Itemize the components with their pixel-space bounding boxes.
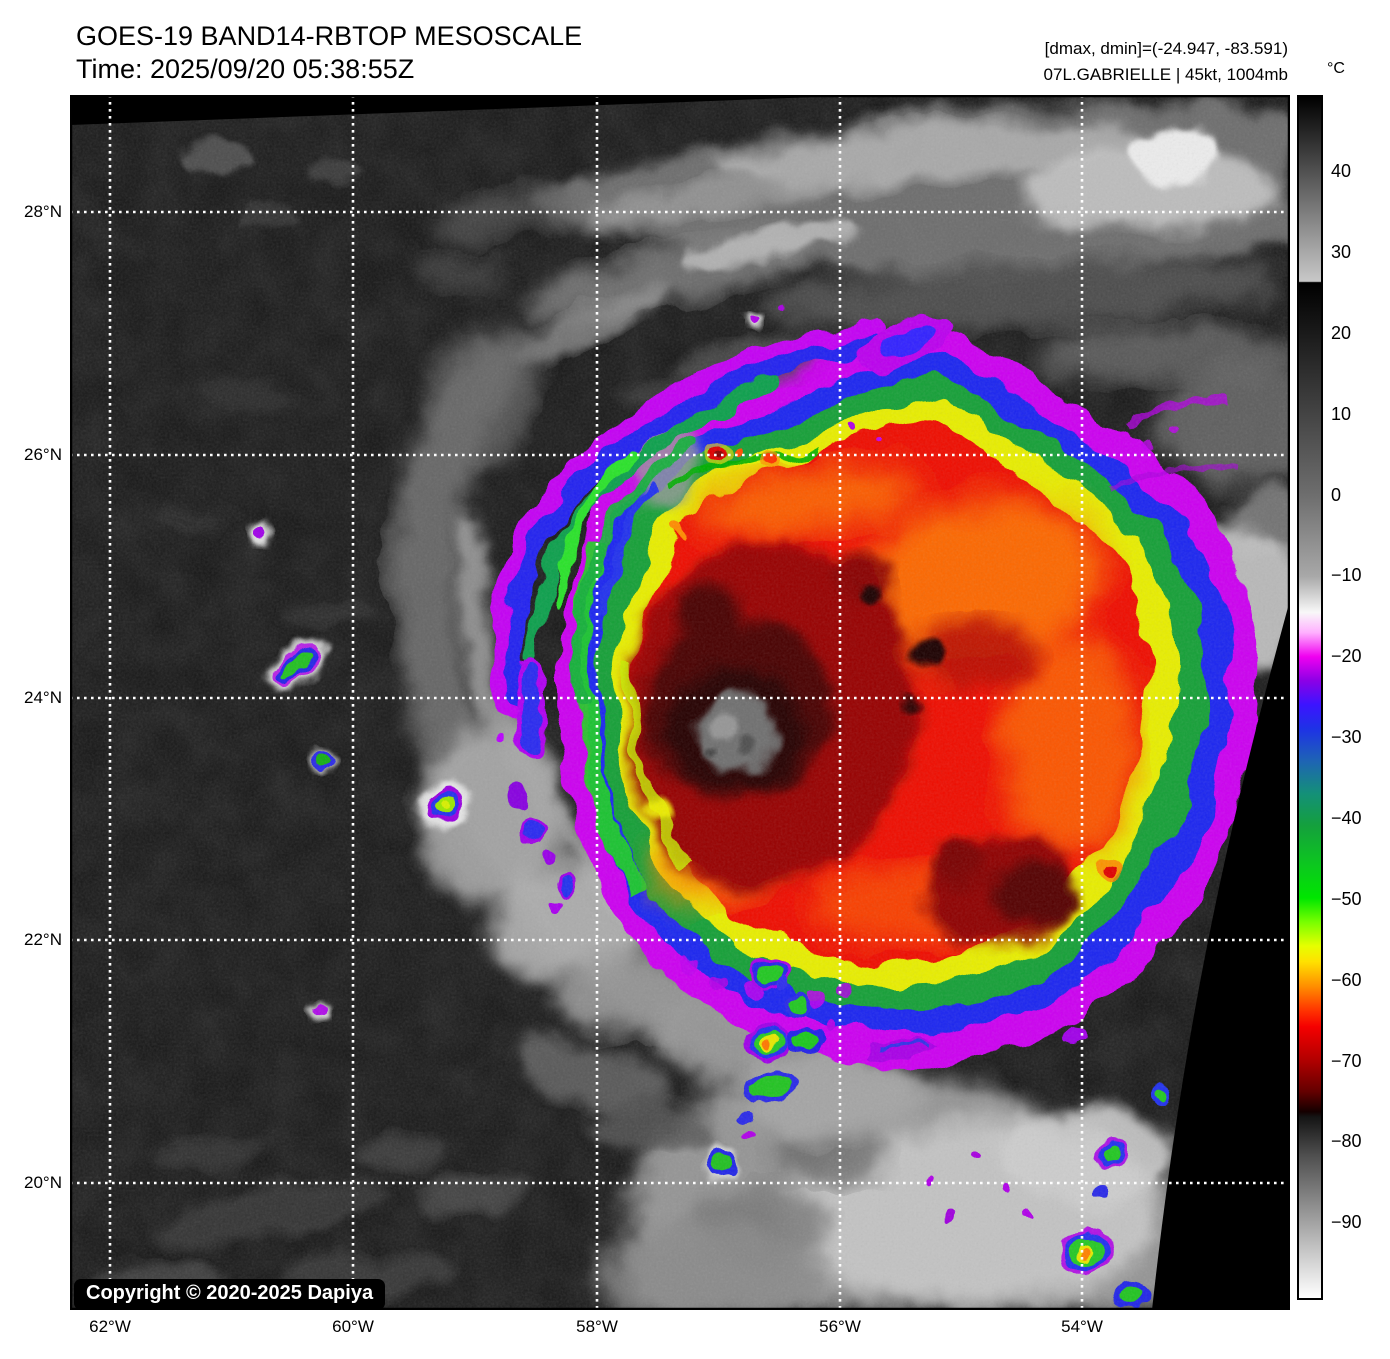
timestamp: Time: 2025/09/20 05:38:55Z: [76, 54, 415, 84]
storm-info: 07L.GABRIELLE | 45kt, 1004mb: [1043, 65, 1288, 84]
lon-tick-label: 54°W: [1061, 1317, 1103, 1336]
colorbar-tick-label: −70: [1331, 1050, 1362, 1071]
lat-tick-label: 28°N: [24, 202, 62, 221]
info-block: [dmax, dmin]=(-24.947, -83.591) 07L.GABR…: [1044, 36, 1288, 88]
lon-tick-label: 58°W: [576, 1317, 618, 1336]
colorbar-unit-label: °C: [1327, 60, 1345, 77]
colorbar-tick-label: −20: [1331, 646, 1362, 667]
copyright-watermark: Copyright © 2020-2025 Dapiya: [74, 1279, 386, 1310]
map-border: [70, 95, 1290, 1310]
graticule: [70, 95, 1290, 1310]
lat-tick-label: 22°N: [24, 930, 62, 949]
lon-tick-label: 60°W: [332, 1317, 374, 1336]
colorbar-tick-label: −10: [1331, 565, 1362, 586]
lat-tick-label: 24°N: [24, 688, 62, 707]
scan-edge-wedge-right: [1152, 600, 1290, 1310]
colorbar-tick-label: 30: [1331, 241, 1352, 262]
lat-tick-label: 20°N: [24, 1173, 62, 1192]
satellite-image: [70, 95, 1290, 1310]
colorbar-tick-label: 40: [1331, 161, 1352, 182]
colorbar-tick-label: 10: [1331, 403, 1352, 424]
colorbar-tick-label: −90: [1331, 1212, 1362, 1233]
colorbar-tick-label: 0: [1331, 484, 1342, 505]
scan-edge-wedge-top: [70, 95, 870, 125]
lon-tick-label: 56°W: [819, 1317, 861, 1336]
lon-tick-label: 62°W: [89, 1317, 131, 1336]
colorbar-tick-label: −80: [1331, 1131, 1362, 1152]
colorbar: [1297, 95, 1323, 1300]
colorbar-tick-label: −50: [1331, 888, 1362, 909]
dmax-dmin-readout: [dmax, dmin]=(-24.947, -83.591): [1044, 39, 1288, 58]
title-block: GOES-19 BAND14-RBTOP MESOSCALE Time: 202…: [76, 20, 582, 86]
page-title: GOES-19 BAND14-RBTOP MESOSCALE: [76, 21, 583, 51]
colorbar-tick-label: 20: [1331, 322, 1352, 343]
sensor-noise-overlay: [70, 95, 1290, 1310]
colorbar-tick-label: −40: [1331, 808, 1362, 828]
lat-tick-label: 26°N: [24, 445, 62, 464]
colorbar-tick-label: −30: [1331, 727, 1362, 748]
colorbar-tick-label: −60: [1331, 969, 1362, 990]
satellite-map: Copyright © 2020-2025 Dapiya: [70, 95, 1290, 1310]
